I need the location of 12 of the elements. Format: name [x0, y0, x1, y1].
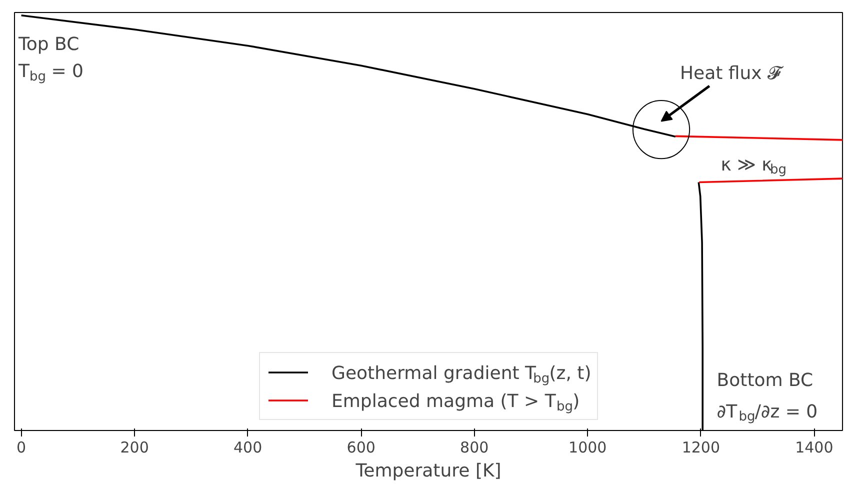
annotation: Bottom BC	[716, 370, 814, 392]
x-tick-label: 800	[460, 438, 489, 456]
x-tick-label: 1400	[795, 438, 834, 456]
annotation: Top BC	[17, 34, 80, 55]
x-axis-title: Temperature [K]	[354, 460, 502, 482]
x-tick-label: 1200	[682, 438, 720, 456]
x-tick-label: 200	[120, 438, 149, 456]
x-tick-label: 600	[346, 438, 376, 456]
x-tick-label: 0	[16, 438, 26, 456]
x-tick-label: 1000	[568, 438, 607, 456]
annotation: Heat flux 𝓕	[680, 63, 784, 84]
x-tick-label: 400	[234, 438, 262, 456]
